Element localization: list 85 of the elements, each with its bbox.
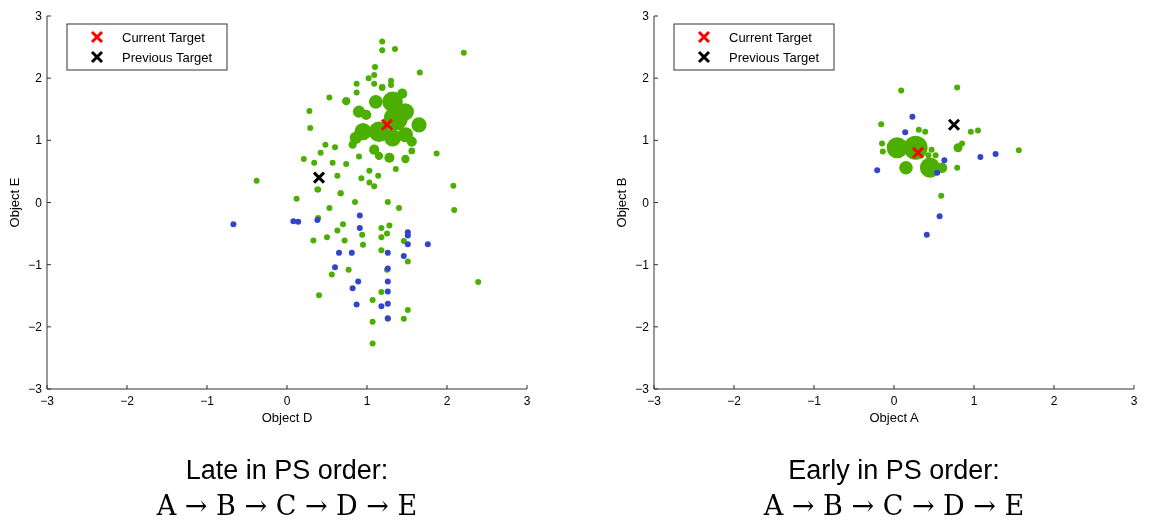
point (954, 164, 961, 171)
point (975, 127, 981, 134)
point (356, 212, 363, 219)
point (349, 285, 356, 292)
point (954, 84, 961, 91)
point (909, 113, 916, 120)
text: A → B → C → D → E (762, 490, 1025, 521)
x-tick-label: 0 (283, 394, 291, 408)
y-tick-label: 2 (35, 71, 43, 86)
x-tick-label: 2 (1050, 394, 1058, 408)
point (923, 231, 930, 238)
text: A → B → C → D → E (155, 490, 418, 521)
legend-label: Current Target (122, 30, 206, 45)
point (384, 278, 391, 285)
point (941, 157, 948, 164)
point (295, 218, 302, 225)
x-axis-title: Object D (261, 410, 313, 425)
x-tick-label: 2 (443, 394, 451, 408)
point (879, 140, 885, 147)
x-tick-label: −1 (200, 394, 215, 408)
text: Early in PS order: (788, 455, 1000, 485)
point (928, 146, 935, 153)
point (967, 128, 974, 135)
legend-label: Previous Target (122, 50, 213, 65)
point (922, 128, 929, 135)
point (915, 126, 922, 133)
point (404, 241, 411, 248)
point (898, 87, 905, 94)
y-tick-label: 1 (642, 133, 650, 148)
point (878, 121, 885, 128)
legend-label: Previous Target (729, 50, 820, 65)
point (378, 303, 385, 310)
y-tick-label: 1 (35, 133, 43, 148)
point (938, 192, 945, 199)
point (424, 241, 431, 248)
point (312, 171, 326, 185)
point (977, 154, 984, 161)
point (959, 140, 965, 147)
y-tick-label: −3 (635, 382, 650, 396)
point (384, 249, 391, 256)
point (879, 148, 886, 155)
x-tick-label: 3 (523, 394, 531, 408)
x-tick-label: 1 (970, 394, 978, 408)
y-tick-label: 0 (642, 195, 650, 210)
point (934, 169, 941, 176)
y-tick-label: −1 (635, 257, 650, 272)
x-tick-label: 3 (1130, 394, 1138, 408)
y-tick-label: −2 (28, 319, 43, 334)
y-tick-label: −1 (28, 257, 43, 272)
x-tick-label: 1 (363, 394, 371, 408)
point (936, 213, 943, 220)
point (336, 249, 342, 256)
y-tick-label: 3 (35, 9, 43, 23)
y-tick-label: −3 (28, 382, 43, 396)
point (874, 167, 881, 174)
y-tick-label: −2 (635, 319, 650, 334)
point (925, 152, 932, 159)
point (355, 278, 362, 285)
y-tick-label: 2 (642, 71, 650, 86)
point (380, 118, 394, 132)
point (932, 152, 939, 159)
y-axis-title: Object E (7, 177, 22, 228)
point (290, 218, 297, 225)
y-tick-label: 3 (642, 9, 650, 23)
point (384, 300, 391, 307)
x-tick-label: 0 (890, 394, 898, 408)
point (384, 288, 391, 295)
x-axis-title: Object A (869, 410, 919, 425)
point (947, 118, 961, 132)
y-axis-title: Object B (614, 177, 629, 228)
point (230, 221, 237, 228)
text: Late in PS order: (185, 455, 389, 485)
point (348, 249, 355, 256)
point (902, 129, 909, 136)
point (992, 151, 999, 158)
point (356, 224, 363, 231)
y-tick-label: 0 (35, 195, 43, 210)
point (400, 252, 407, 259)
x-tick-label: −2 (727, 394, 742, 408)
point (353, 301, 360, 308)
x-tick-label: −1 (807, 394, 822, 408)
legend-label: Current Target (729, 30, 813, 45)
point (332, 264, 338, 271)
point (1015, 147, 1022, 154)
x-tick-label: −2 (120, 394, 135, 408)
